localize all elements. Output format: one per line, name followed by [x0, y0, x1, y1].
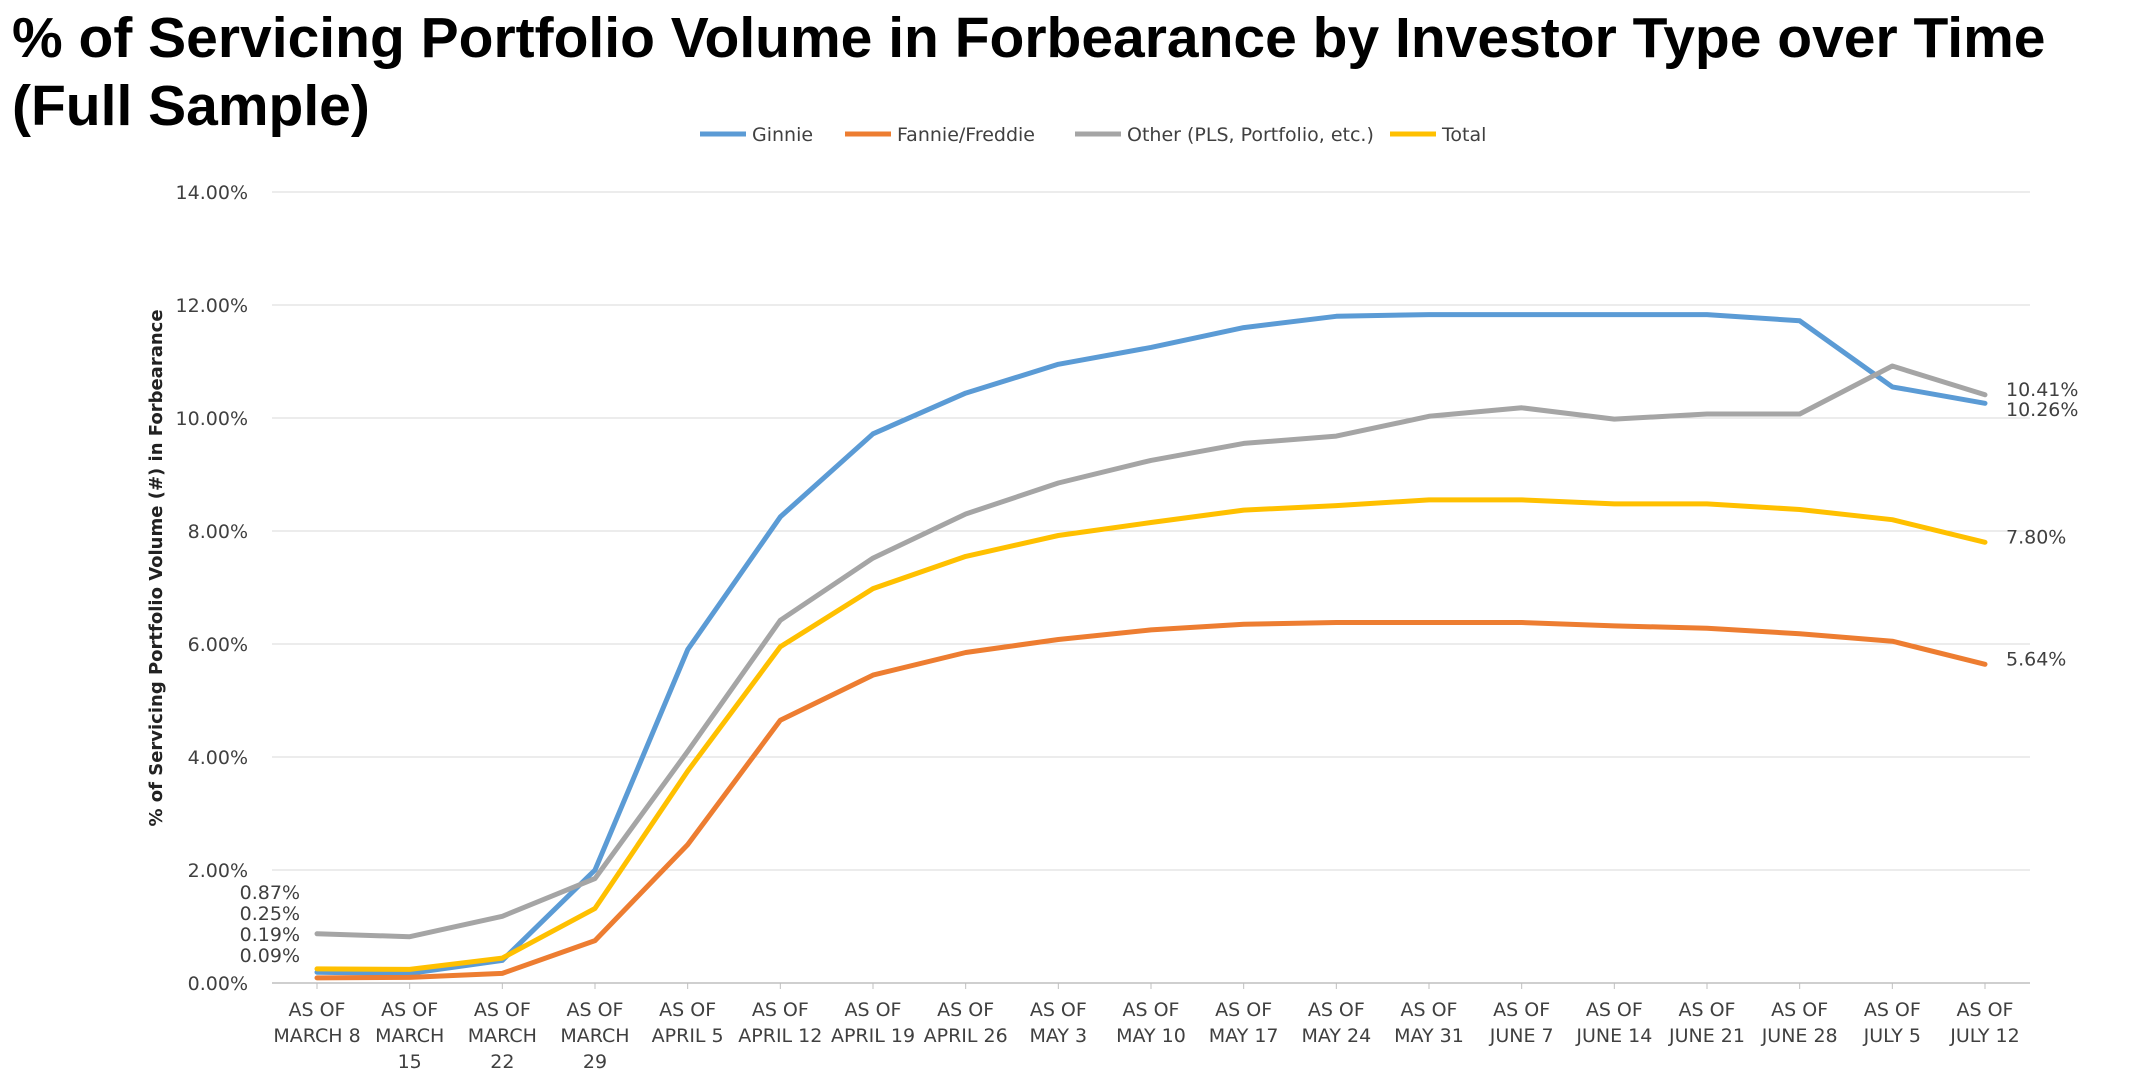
- y-tick-label: 12.00%: [176, 295, 248, 317]
- x-tick-label: AS OF MAY 24: [1301, 999, 1371, 1047]
- end-value-label: 10.26%: [2006, 399, 2078, 421]
- x-tick-label: AS OF JULY 12: [1949, 999, 2019, 1047]
- y-tick-label: 4.00%: [188, 747, 248, 769]
- chart-title-line-1: % of Servicing Portfolio Volume in Forbe…: [12, 6, 2046, 70]
- x-tick-label: AS OF MAY 3: [1030, 999, 1088, 1047]
- x-tick-label: AS OF APRIL 26: [924, 999, 1008, 1047]
- legend-label: Other (PLS, Portfolio, etc.): [1127, 124, 1374, 146]
- x-tick-label: AS OF JUNE 14: [1575, 999, 1652, 1047]
- x-tick-label: AS OF MARCH 15: [375, 999, 444, 1073]
- y-tick-label: 6.00%: [188, 634, 248, 656]
- y-tick-label: 14.00%: [176, 182, 248, 204]
- series-line-2: [314, 363, 1988, 940]
- x-tick-label: AS OF MARCH 8: [273, 999, 360, 1047]
- y-tick-label: 0.00%: [188, 973, 248, 995]
- x-tick-label: AS OF JULY 5: [1863, 999, 1921, 1047]
- legend-label: Ginnie: [752, 124, 813, 146]
- x-tick-label: AS OF MAY 10: [1116, 999, 1186, 1047]
- x-tick-label: AS OF JUNE 21: [1668, 999, 1745, 1047]
- x-tick-label: AS OF APRIL 12: [738, 999, 822, 1047]
- start-value-label: 0.25%: [240, 903, 300, 925]
- legend-label: Total: [1441, 124, 1486, 146]
- gridlines: [272, 191, 2030, 984]
- start-value-label: 0.19%: [240, 924, 300, 946]
- series-line-0: [314, 312, 1988, 976]
- x-tick-label: AS OF APRIL 19: [831, 999, 915, 1047]
- x-tick-label: AS OF APRIL 5: [652, 999, 724, 1047]
- y-tick-label: 2.00%: [188, 860, 248, 882]
- data-labels: 0.87%0.25%0.19%0.09% 10.41%10.26% 7.80% 5.6…: [240, 379, 2079, 967]
- series-line-1: [314, 620, 1988, 981]
- start-value-label: 0.09%: [240, 945, 300, 967]
- y-tick-label: 10.00%: [176, 408, 248, 430]
- end-value-label: 5.64%: [2006, 648, 2066, 670]
- start-value-label: 0.87%: [240, 882, 300, 904]
- x-tick-label: AS OF MARCH 22: [468, 999, 537, 1073]
- x-tick-label: AS OF MAY 31: [1394, 999, 1464, 1047]
- chart-title: % of Servicing Portfolio Volume in Forbe…: [12, 4, 2122, 140]
- x-tick-label: AS OF JUNE 7: [1489, 999, 1554, 1047]
- legend-label: Fannie/Freddie: [897, 124, 1035, 146]
- x-tick-label: AS OF MAY 17: [1209, 999, 1279, 1047]
- x-tick-label: AS OF MARCH 29: [560, 999, 629, 1073]
- chart-title-line-2: (Full Sample): [12, 74, 370, 138]
- axes: 0.00% 2.00% 4.00% 6.00% 8.00% 10.00% 12.00% 14.…: [176, 182, 2020, 1073]
- end-value-label: 7.80%: [2006, 526, 2066, 548]
- series-line-3: [314, 497, 1988, 972]
- end-value-label: 10.41%: [2006, 379, 2078, 401]
- y-tick-label: 8.00%: [188, 521, 248, 543]
- x-tick-label: AS OF JUNE 28: [1761, 999, 1838, 1047]
- legend: Ginnie Fannie/Freddie Other (PLS, Portfoli…: [700, 124, 1486, 146]
- y-axis-title: % of Servicing Portfolio Volume (#) in F…: [146, 309, 167, 826]
- series-lines: [314, 312, 1988, 981]
